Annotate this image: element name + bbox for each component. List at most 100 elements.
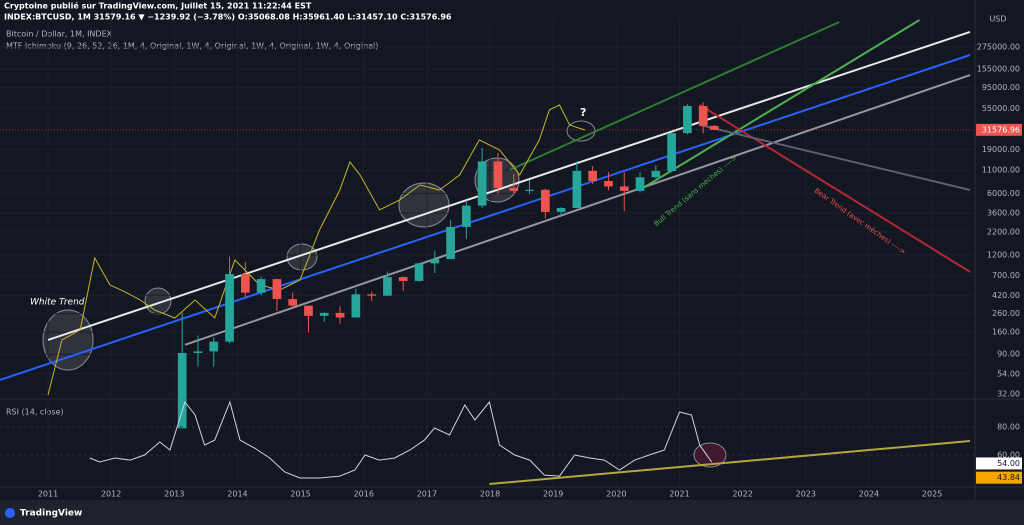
y-tick-label: 60.00 [997, 451, 1020, 460]
y-tick-label: 95000.00 [982, 83, 1020, 92]
candle-body [477, 161, 487, 206]
candle-body [319, 312, 329, 316]
candle-body [683, 106, 692, 134]
trendline [509, 21, 840, 171]
footer-bar [0, 500, 1024, 525]
indicator: MTF Ichimoku (9, 26, 52, 26, 1M, 4, Orig… [6, 42, 378, 51]
y-tick-label: 32.00 [997, 389, 1020, 398]
candle-body [698, 106, 708, 126]
trendline [699, 124, 971, 191]
x-tick-label: 2018 [480, 490, 500, 499]
candle-body [304, 305, 313, 316]
annotation: White Trend [30, 298, 85, 308]
candle-body [225, 274, 234, 342]
candle-body [588, 170, 598, 181]
trendline [699, 104, 971, 273]
candle-body [604, 180, 613, 187]
candle-body [572, 170, 582, 209]
y-tick-label: 11000.00 [982, 166, 1020, 175]
y-tick-label: 275000.00 [977, 42, 1020, 51]
candle-body [177, 352, 187, 429]
value-tag-label: 43.84 [997, 473, 1020, 482]
candle-body [398, 277, 408, 281]
x-tick-label: 2020 [606, 490, 626, 499]
candle-body [509, 187, 519, 191]
annotation: ? [580, 106, 586, 119]
y-tick-label: 1200.00 [987, 251, 1020, 260]
candle-body [367, 294, 376, 296]
x-tick-label: 2021 [669, 490, 689, 499]
trendline [184, 74, 971, 346]
x-tick-label: 2022 [732, 490, 752, 499]
y-tick-label: 19000.00 [982, 145, 1020, 154]
value-tag-label: 54.00 [997, 459, 1020, 468]
candle-body [446, 226, 455, 260]
candle-body [351, 294, 361, 318]
candle-body [619, 186, 629, 191]
candle-body [241, 274, 250, 293]
x-tick-label: 2013 [164, 490, 184, 499]
candle-body [709, 125, 719, 130]
trendline [0, 54, 971, 381]
rsi-trendline [489, 440, 971, 485]
brand: TradingView [20, 509, 82, 519]
y-tick-label: 6000.00 [987, 189, 1020, 198]
candle-body [288, 299, 298, 306]
x-tick-label: 2017 [417, 490, 437, 499]
rsi-title: RSI (14, close) [6, 408, 64, 417]
y-tick-label: 54.00 [997, 369, 1020, 378]
y-tick-label: 160.00 [992, 328, 1020, 337]
x-tick-label: 2014 [227, 490, 247, 499]
x-tick-label: 2019 [543, 490, 563, 499]
x-tick-label: 2023 [796, 490, 816, 499]
x-tick-label: 2015 [290, 490, 310, 499]
candle-body [193, 351, 203, 353]
value-tag [976, 471, 1022, 484]
candle-body [493, 161, 503, 188]
candle-body [525, 189, 534, 191]
publisher: Cryptoine publié sur TradingView.com, Ju… [4, 1, 312, 11]
y-tick-label: 700.00 [992, 271, 1020, 280]
candle-body [635, 177, 645, 191]
y-tick-label: 155000.00 [977, 64, 1020, 73]
x-tick-label: 2016 [354, 490, 374, 499]
trendline [639, 19, 921, 191]
highlight [286, 243, 318, 271]
candle-body [383, 277, 392, 296]
candle-body [272, 279, 282, 300]
candle-body [667, 133, 676, 171]
y-tick-label: 260.00 [992, 309, 1020, 318]
y-tick-label: 90.00 [997, 350, 1020, 359]
y-tick-label: 55000.00 [982, 104, 1020, 113]
x-tick-label: 2025 [922, 490, 942, 499]
price-tag [976, 123, 1022, 136]
candle-body [556, 208, 566, 212]
y-tick-label: 420.00 [992, 291, 1020, 300]
symbol-line: INDEX:BTCUSD, 1M 31579.16 ▼ −1239.92 (−3… [4, 13, 452, 22]
logo-icon [5, 508, 15, 518]
candle-body [462, 205, 471, 227]
x-tick-label: 2011 [38, 490, 58, 499]
highlight [42, 309, 94, 371]
candle-body [651, 170, 661, 178]
x-tick-label: 2012 [101, 490, 121, 499]
candle-body [540, 189, 550, 212]
y-tick-label: 3600.00 [987, 208, 1020, 217]
candle-body [414, 263, 424, 281]
y-tick-label: 80.00 [997, 423, 1020, 432]
candle-body [209, 341, 219, 352]
candle-body [430, 259, 440, 264]
candle-body [256, 279, 266, 293]
x-tick-label: 2024 [859, 490, 879, 499]
value-tag [976, 457, 1022, 470]
chart-title: Bitcoin / Dollar, 1M, INDEX [6, 30, 113, 39]
candle-body [335, 312, 345, 318]
highlights [42, 120, 727, 468]
price-tag-label: 31576.96 [982, 125, 1020, 134]
indicator-line [47, 104, 585, 396]
y-tick-label: 2200.00 [987, 227, 1020, 236]
unit: USD [989, 15, 1006, 24]
rsi-line [89, 400, 713, 479]
